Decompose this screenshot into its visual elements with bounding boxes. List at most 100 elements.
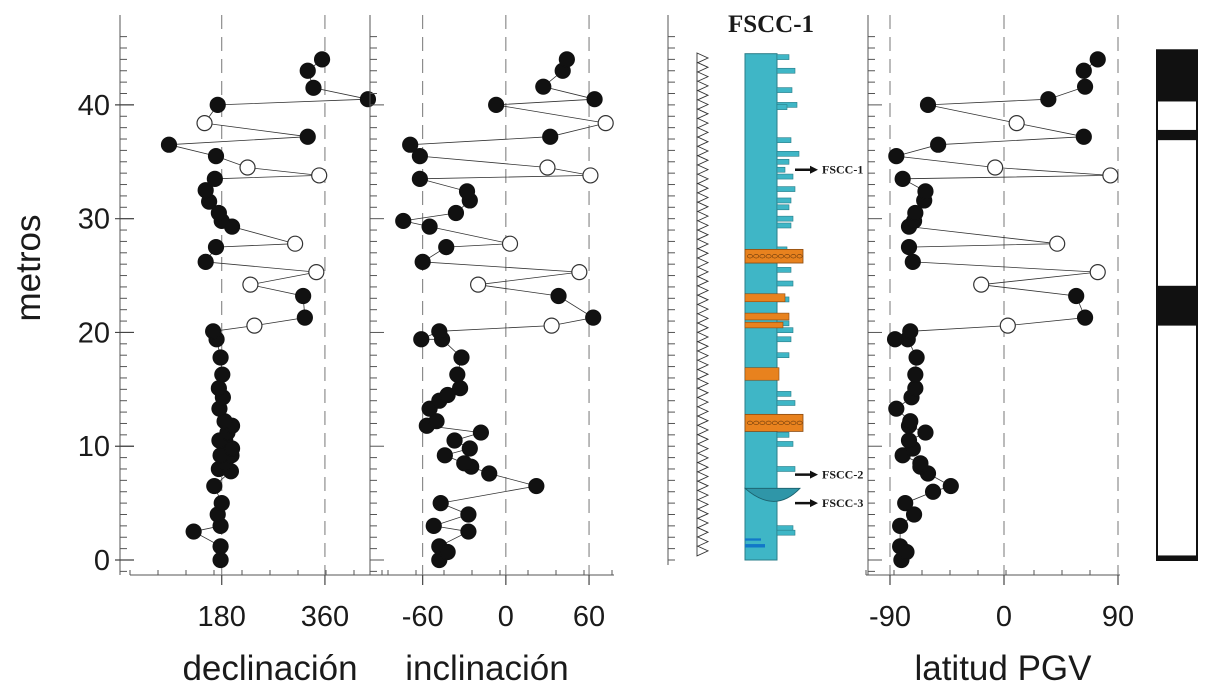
data-point-filled — [900, 432, 918, 449]
stratigraphic-column: FSCC-1 FSCC-1 FSCC-2 FSCC-3 — [667, 11, 863, 565]
data-point-filled — [902, 323, 919, 340]
sample-triangle — [696, 349, 710, 362]
data-point-filled — [907, 366, 924, 383]
data-point-filled — [414, 253, 431, 271]
sample-arrowhead — [810, 470, 818, 479]
pebble — [771, 254, 778, 259]
sample-triangle — [696, 294, 710, 306]
pebble — [790, 420, 797, 425]
data-point-filled — [917, 183, 934, 200]
data-point-filled — [449, 366, 466, 383]
data-point-filled — [411, 147, 428, 165]
sample-triangle — [696, 359, 710, 371]
sample-triangle — [696, 154, 710, 166]
data-point-filled — [460, 523, 477, 540]
sample-triangle — [696, 173, 710, 185]
data-point-filled — [439, 543, 456, 561]
sample-label: FSCC-1 — [822, 163, 863, 177]
bed-edge — [776, 204, 790, 211]
data-point-filled — [432, 495, 449, 512]
data-point-filled — [481, 465, 498, 482]
data-point-filled — [210, 380, 227, 397]
sample-triangle — [696, 461, 710, 473]
pebble — [771, 420, 778, 425]
sample-triangle — [696, 508, 710, 520]
data-point-filled — [446, 432, 463, 449]
pebble — [784, 420, 791, 425]
data-point-open — [308, 264, 325, 281]
data-point-open — [1089, 264, 1106, 281]
data-point-open — [242, 276, 259, 293]
data-point-filled — [528, 477, 545, 495]
sample-triangle — [696, 442, 710, 455]
sandstone-bed — [744, 293, 786, 303]
pebble — [747, 420, 753, 425]
sandstone-bed — [744, 321, 784, 329]
data-point-filled — [908, 349, 925, 366]
x-tick-label: 60 — [573, 601, 605, 633]
data-point-open — [987, 159, 1004, 176]
data-point-filled — [907, 380, 924, 397]
sample-triangle — [696, 182, 710, 194]
sample-triangle — [696, 312, 710, 325]
data-point-filled — [411, 170, 428, 187]
data-point-filled — [900, 239, 918, 256]
data-point-filled — [160, 136, 178, 153]
sample-triangle — [696, 256, 710, 269]
sample-triangle — [696, 517, 710, 529]
data-point-filled — [912, 455, 929, 472]
data-point-filled — [904, 253, 921, 271]
data-point-filled — [1076, 78, 1094, 95]
pebble — [759, 420, 766, 425]
sample-triangle — [696, 303, 710, 315]
data-point-filled — [1075, 128, 1092, 145]
x-tick-label: 360 — [301, 601, 349, 633]
data-point-filled — [439, 386, 456, 404]
bed-edge — [776, 280, 794, 287]
bed-edge — [776, 352, 790, 359]
bed-edge — [776, 137, 792, 143]
sample-triangle — [696, 247, 710, 259]
x-tick-label: 180 — [198, 601, 246, 633]
data-point-filled — [206, 170, 223, 187]
sample-triangle — [696, 480, 710, 492]
data-point-filled — [223, 440, 241, 457]
data-point-filled — [428, 413, 445, 430]
data-point-open — [311, 167, 328, 184]
data-point-filled — [207, 239, 225, 256]
data-point-open — [571, 264, 588, 281]
sample-triangle — [696, 526, 710, 538]
sample-triangle — [696, 163, 710, 176]
data-point-open — [1102, 167, 1119, 184]
sample-triangle — [696, 61, 710, 73]
bed-edge — [776, 222, 792, 229]
data-point-filled — [212, 349, 229, 366]
sample-triangle — [696, 284, 710, 297]
x-tick-label: -90 — [869, 601, 911, 633]
sample-triangle — [696, 229, 710, 241]
data-point-filled — [488, 96, 505, 113]
data-point-filled — [586, 91, 603, 108]
sample-triangle — [696, 238, 710, 250]
sample-triangle — [696, 136, 710, 148]
normal-polarity-zone — [1157, 50, 1197, 102]
section-title: FSCC-1 — [728, 11, 814, 38]
sample-triangle — [696, 266, 710, 278]
sample-label: FSCC-3 — [822, 496, 863, 510]
data-point-filled — [1075, 62, 1092, 79]
data-point-filled — [453, 349, 470, 366]
x-tick-label: -60 — [402, 601, 444, 633]
column-body — [744, 53, 778, 561]
data-point-filled — [299, 62, 316, 79]
data-point-filled — [425, 517, 442, 534]
data-point-filled — [359, 91, 377, 108]
sample-triangle — [696, 535, 710, 548]
data-point-open — [1049, 235, 1066, 252]
data-point-open — [582, 167, 599, 184]
sample-triangle — [696, 52, 710, 64]
data-point-filled — [888, 400, 905, 417]
data-point-open — [246, 317, 263, 334]
sample-triangle — [696, 70, 710, 83]
bed-edge — [776, 67, 796, 74]
